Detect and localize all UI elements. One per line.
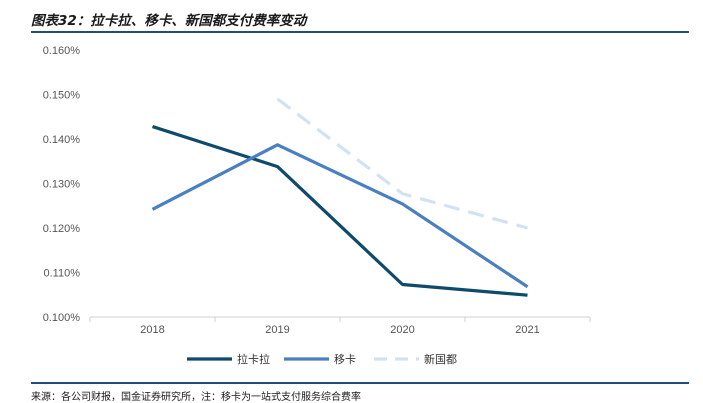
y-tick-label: 0.150% <box>43 90 81 102</box>
x-tick-label: 2019 <box>265 324 289 336</box>
y-tick-label: 0.140% <box>43 134 81 146</box>
y-tick-label: 0.160% <box>43 45 81 57</box>
y-tick-label: 0.100% <box>43 312 81 324</box>
legend-label-0: 拉卡拉 <box>237 352 270 366</box>
series-line-2 <box>276 97 528 230</box>
x-axis-ticks <box>89 317 591 322</box>
x-tick-label: 2018 <box>140 324 164 336</box>
series-line-1 <box>151 143 529 289</box>
figure-source-note: 来源：各公司财报，国金证券研究所，注：移卡为一站式支付服务综合费率 <box>31 392 361 403</box>
x-tick-label: 2020 <box>390 324 414 336</box>
y-tick-label: 0.110% <box>44 268 81 280</box>
bottom-rule <box>31 382 689 384</box>
legend-label-2: 新国都 <box>424 352 457 366</box>
chart-legend: 拉卡拉 移卡 新国都 <box>187 352 457 366</box>
figure-title: 图表32：拉卡拉、移卡、新国都支付费率变动 <box>31 13 307 29</box>
y-tick-label: 0.130% <box>43 179 81 191</box>
y-axis-labels: 0.100% 0.110% 0.120% 0.130% 0.140% 0.150% 0.16… <box>43 45 81 324</box>
y-tick-label: 0.120% <box>43 223 81 235</box>
x-axis-labels: 2018 2019 2020 2021 <box>140 324 539 336</box>
series-line-0 <box>152 125 528 297</box>
x-tick-label: 2021 <box>515 324 539 336</box>
series-lines <box>151 97 529 297</box>
top-rule <box>31 31 689 33</box>
legend-label-1: 移卡 <box>334 353 356 366</box>
